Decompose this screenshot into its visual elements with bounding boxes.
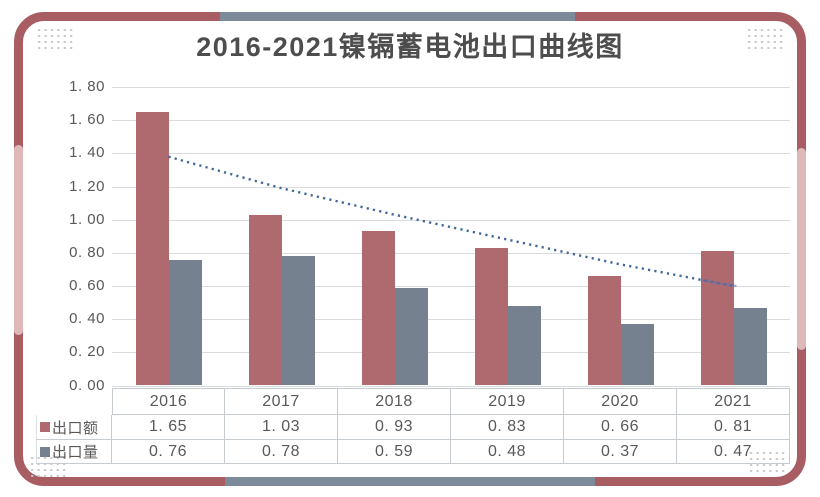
dot-grid-decoration-bottom-left: [29, 455, 66, 478]
value-cell: 0. 66: [564, 415, 677, 440]
value-cell: 0. 93: [338, 415, 451, 440]
y-tick-label: 0. 60: [69, 277, 105, 294]
legend-cell: 出口额: [36, 415, 112, 440]
export-volume-bar: [620, 324, 654, 385]
y-tick-label: 1. 80: [69, 78, 105, 95]
y-tick-label: 1. 40: [69, 144, 105, 162]
legend-cell: 出口量: [36, 440, 112, 464]
value-cell: 0. 48: [451, 440, 564, 464]
export-value-bar: [700, 251, 734, 385]
frame-accent-bottom: [225, 477, 595, 486]
export-volume-bar: [507, 305, 541, 385]
year-header-cell: 2020: [564, 388, 677, 415]
gridline: [112, 352, 790, 354]
gridline: [112, 319, 790, 321]
gridline: [112, 252, 790, 254]
year-header-cell: 2017: [225, 388, 338, 415]
legend-label: 出口量: [52, 444, 99, 461]
value-cell: 0. 76: [112, 440, 225, 464]
gridline: [112, 153, 790, 155]
export-volume-bar: [168, 259, 202, 385]
year-header-cell: 2019: [451, 388, 564, 415]
year-header-cell: 2021: [677, 388, 790, 415]
export-value-bar: [587, 276, 621, 385]
y-tick-label: 1. 00: [69, 210, 105, 228]
value-cell: 0. 59: [338, 440, 451, 464]
frame-accent-top: [220, 12, 575, 21]
gridline: [112, 186, 790, 188]
gridline: [112, 219, 790, 221]
dot-grid-decoration-top-left: [36, 27, 73, 50]
y-tick-label: 1. 20: [69, 177, 105, 195]
value-cell: 1. 65: [112, 415, 225, 440]
export-volume-bar: [733, 307, 767, 385]
export-value-legend-swatch: [40, 422, 50, 432]
frame-accent-right: [797, 148, 806, 350]
dot-grid-decoration-bottom-right: [748, 450, 785, 473]
value-cell: 0. 83: [451, 415, 564, 440]
table-corner-cell: [36, 388, 112, 415]
y-tick-label: 0. 00: [69, 376, 105, 394]
year-header-cell: 2018: [338, 388, 451, 415]
export-volume-bar: [394, 287, 428, 385]
chart-title: 2016-2021镍镉蓄电池出口曲线图: [196, 32, 624, 62]
gridline: [112, 385, 790, 387]
y-tick-label: 0. 20: [69, 343, 105, 361]
value-cell: 1. 03: [225, 415, 338, 440]
y-tick-label: 0. 80: [69, 243, 105, 261]
export-volume-bar: [281, 256, 315, 385]
y-tick-label: 1. 60: [69, 111, 105, 129]
gridline: [112, 120, 790, 122]
value-cell: 0. 47: [677, 440, 790, 464]
value-cell: 0. 81: [677, 415, 790, 440]
export-value-bar: [474, 247, 508, 385]
export-value-bar: [361, 231, 395, 385]
gridline: [112, 286, 790, 287]
value-cell: 0. 37: [564, 440, 677, 464]
chart-data-table: 2016 2017 2018 2019 2020 2021 出口额 1. 65 1. 03 0. …: [36, 388, 790, 464]
y-tick-label: 0. 40: [69, 310, 105, 328]
year-header-cell: 2016: [112, 388, 225, 415]
export-value-bar: [248, 214, 282, 385]
export-volume-legend-swatch: [40, 446, 50, 457]
dot-grid-decoration-top-right: [746, 27, 783, 50]
value-cell: 0. 78: [225, 440, 338, 464]
export-value-bar: [135, 111, 169, 385]
gridline: [112, 87, 790, 88]
frame-accent-left: [14, 145, 23, 335]
legend-label: 出口额: [52, 419, 99, 437]
